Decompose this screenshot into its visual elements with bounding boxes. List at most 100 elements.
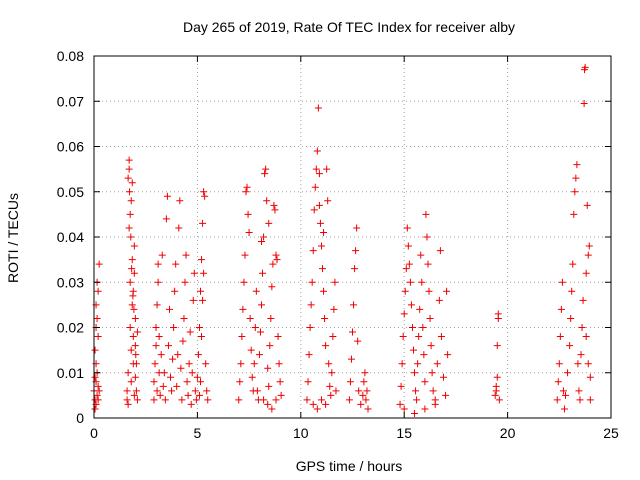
data-point: [95, 260, 103, 268]
data-point: [346, 378, 354, 386]
data-point: [403, 224, 411, 232]
data-point: [181, 278, 189, 286]
data-point: [560, 405, 568, 413]
data-point: [586, 396, 594, 404]
data-point: [420, 351, 428, 359]
data-point: [360, 378, 368, 386]
data-point: [151, 360, 159, 368]
data-point: [411, 369, 419, 377]
data-point: [91, 405, 99, 413]
data-point: [127, 197, 135, 205]
data-point: [125, 224, 133, 232]
data-point: [156, 391, 164, 399]
data-point: [123, 396, 131, 404]
data-point: [184, 391, 192, 399]
data-point: [574, 360, 582, 368]
y-tick-label: 0: [76, 410, 84, 426]
data-point: [309, 400, 317, 408]
data-point: [256, 328, 264, 336]
data-point: [128, 256, 136, 264]
data-point: [442, 391, 450, 399]
data-point: [94, 287, 102, 295]
x-tick-label: 5: [194, 425, 202, 441]
data-point: [132, 351, 140, 359]
data-point: [167, 373, 175, 381]
data-point: [413, 396, 421, 404]
data-point: [247, 346, 255, 354]
data-point: [272, 396, 280, 404]
x-tick-labels: 0 5 10 15 20 25: [90, 425, 619, 441]
data-point: [424, 260, 432, 268]
data-point: [578, 324, 586, 331]
data-point: [129, 292, 137, 300]
data-point: [328, 369, 336, 377]
data-point: [327, 391, 335, 399]
data-point: [493, 373, 501, 381]
data-point: [261, 170, 269, 178]
data-point: [566, 342, 574, 350]
data-point: [319, 265, 327, 273]
data-point: [258, 301, 266, 309]
data-point: [271, 206, 279, 214]
data-point: [396, 400, 404, 408]
data-point: [243, 183, 251, 191]
data-point: [583, 201, 591, 209]
data-point: [265, 382, 273, 390]
data-point: [407, 301, 415, 309]
data-point: [124, 174, 132, 182]
data-point: [357, 400, 365, 408]
data-point: [411, 409, 419, 417]
data-point: [273, 256, 281, 264]
data-point: [408, 324, 416, 331]
data-point: [266, 342, 274, 350]
data-point: [237, 360, 245, 368]
data-point: [582, 269, 590, 277]
data-point: [272, 251, 280, 259]
data-point: [193, 373, 201, 381]
data-point: [353, 224, 361, 232]
data-point: [562, 391, 570, 399]
data-point: [130, 391, 138, 399]
data-point: [267, 314, 275, 322]
data-point: [125, 165, 133, 173]
data-point: [250, 360, 258, 368]
data-point: [251, 324, 259, 331]
chart-title: Day 265 of 2019, Rate Of TEC Index for r…: [183, 19, 515, 35]
y-tick-label: 0.05: [57, 184, 84, 200]
data-point: [399, 333, 407, 341]
data-point: [159, 382, 167, 390]
data-point: [194, 351, 202, 359]
data-point: [306, 324, 314, 331]
data-point: [570, 210, 578, 218]
data-point: [94, 396, 102, 404]
data-point: [182, 251, 190, 259]
data-point: [322, 342, 330, 350]
data-point: [125, 156, 133, 164]
data-point: [198, 333, 206, 341]
data-point: [429, 387, 437, 395]
data-point: [162, 215, 170, 223]
data-point: [314, 104, 322, 112]
data-point: [557, 305, 565, 313]
data-point: [242, 188, 250, 196]
data-point: [133, 396, 141, 404]
data-point: [586, 373, 594, 381]
data-point: [416, 305, 424, 313]
data-point: [169, 355, 177, 363]
data-point: [126, 278, 134, 286]
data-point: [192, 396, 200, 404]
data-point: [264, 364, 272, 372]
data-point: [402, 265, 410, 273]
plot-frame: [93, 55, 612, 419]
data-point: [168, 387, 176, 395]
data-point: [201, 192, 209, 200]
data-point: [91, 373, 99, 381]
data-point: [200, 188, 208, 196]
data-point: [415, 333, 423, 341]
data-point: [264, 400, 272, 408]
y-tick-label: 0.04: [57, 229, 84, 245]
data-point: [204, 396, 212, 404]
data-point: [172, 260, 180, 268]
data-point: [183, 378, 191, 386]
data-point: [152, 324, 160, 331]
